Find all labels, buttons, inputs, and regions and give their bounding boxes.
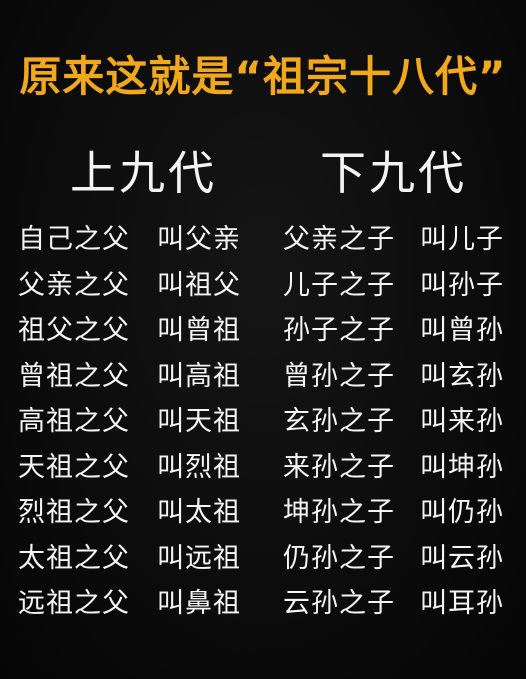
upper-relation: 烈祖之父	[18, 497, 130, 528]
lower-relation: 云孙之子	[283, 588, 395, 619]
upper-relation: 祖父之父	[18, 315, 130, 346]
table-row: 远祖之父 叫鼻祖 云孙之子 叫耳孙	[0, 582, 526, 628]
lower-name: 叫儿子	[420, 224, 504, 255]
upper-name: 叫烈祖	[157, 451, 241, 483]
table-row: 天祖之父 叫烈祖 来孙之子 叫坤孙	[0, 446, 526, 492]
upper-name: 叫父亲	[157, 224, 241, 255]
lower-name: 叫云孙	[420, 542, 504, 574]
upper-name: 叫曾祖	[157, 315, 241, 346]
table-row: 祖父之父 叫曾祖 孙子之子 叫曾孙	[0, 309, 526, 355]
lower-name: 叫坤孙	[420, 451, 504, 483]
upper-relation: 远祖之父	[18, 588, 130, 619]
poster-title: 原来这就是“祖宗十八代”	[19, 52, 507, 101]
lower-relation: 曾孙之子	[283, 360, 395, 392]
upper-name: 叫祖父	[157, 269, 241, 301]
lower-name: 叫玄孙	[420, 360, 504, 392]
upper-relation: 天祖之父	[18, 451, 130, 483]
table-row: 烈祖之父 叫太祖 坤孙之子 叫仍孙	[0, 491, 526, 537]
table-row: 自己之父 叫父亲 父亲之子 叫儿子	[0, 218, 526, 264]
upper-relation: 高祖之父	[18, 406, 130, 437]
lower-relation: 来孙之子	[283, 451, 395, 483]
upper-name: 叫天祖	[157, 406, 241, 437]
upper-name: 叫鼻祖	[157, 588, 241, 619]
lower-relation: 玄孙之子	[283, 406, 395, 437]
table-row: 父亲之父 叫祖父 儿子之子 叫孙子	[0, 264, 526, 310]
lower-relation: 坤孙之子	[283, 497, 395, 528]
lower-relation: 孙子之子	[283, 315, 395, 346]
table-row: 曾祖之父 叫高祖 曾孙之子 叫玄孙	[0, 355, 526, 401]
lower-name: 叫曾孙	[420, 315, 504, 346]
table-row: 高祖之父 叫天祖 玄孙之子 叫来孙	[0, 400, 526, 446]
kinship-table: 自己之父 叫父亲 父亲之子 叫儿子 父亲之父 叫祖父 儿子之子 叫孙子 祖父之父…	[0, 218, 526, 628]
upper-name: 叫高祖	[157, 360, 241, 392]
lower-relation: 儿子之子	[283, 269, 395, 301]
lower-relation: 仍孙之子	[283, 542, 395, 574]
upper-name: 叫太祖	[157, 497, 241, 528]
lower-name: 叫孙子	[420, 269, 504, 301]
upper-relation: 太祖之父	[18, 542, 130, 574]
upper-relation: 曾祖之父	[18, 360, 130, 392]
upper-generations-heading: 上九代	[70, 146, 217, 200]
upper-relation: 父亲之父	[18, 269, 130, 301]
lower-relation: 父亲之子	[283, 224, 395, 255]
upper-name: 叫远祖	[157, 542, 241, 574]
lower-name: 叫耳孙	[420, 588, 504, 619]
upper-relation: 自己之父	[18, 224, 130, 255]
lower-name: 叫来孙	[420, 406, 504, 437]
lower-name: 叫仍孙	[420, 497, 504, 528]
lower-generations-heading: 下九代	[320, 146, 467, 200]
table-row: 太祖之父 叫远祖 仍孙之子 叫云孙	[0, 537, 526, 583]
